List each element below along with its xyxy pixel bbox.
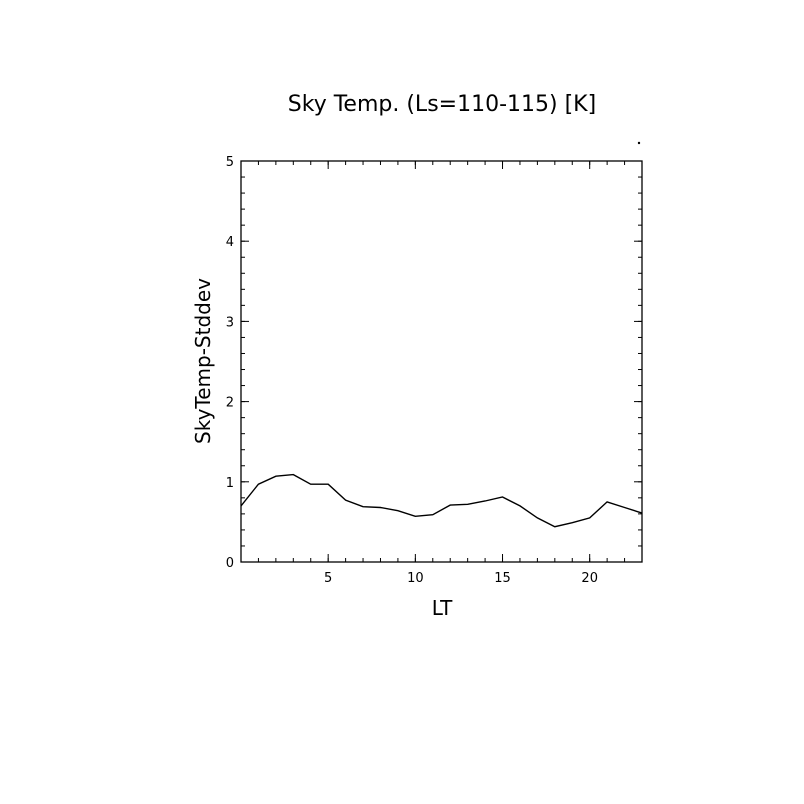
x-axis-label: LT (432, 596, 453, 620)
y-tick-label: 1 (226, 476, 234, 491)
y-tick-label: 5 (226, 155, 234, 170)
y-tick-label: 4 (226, 235, 234, 250)
y-tick-label: 3 (226, 315, 234, 330)
y-tick-label: 2 (226, 396, 234, 411)
x-tick-label: 10 (407, 571, 424, 586)
plot-frame (240, 160, 643, 563)
corner-dot (637, 141, 641, 145)
x-tick-label: 5 (324, 571, 332, 586)
x-tick-label: 20 (581, 571, 598, 586)
chart-title: Sky Temp. (Ls=110-115) [K] (288, 92, 596, 117)
x-tick-label: 15 (494, 571, 511, 586)
tick-labels: 5 10 15 20 0 1 2 3 4 5 (226, 155, 598, 586)
y-axis-label: SkyTemp-Stddev (191, 278, 215, 444)
series-line (240, 473, 643, 528)
y-tick-label: 0 (226, 556, 234, 571)
axis-ticks (240, 160, 643, 563)
